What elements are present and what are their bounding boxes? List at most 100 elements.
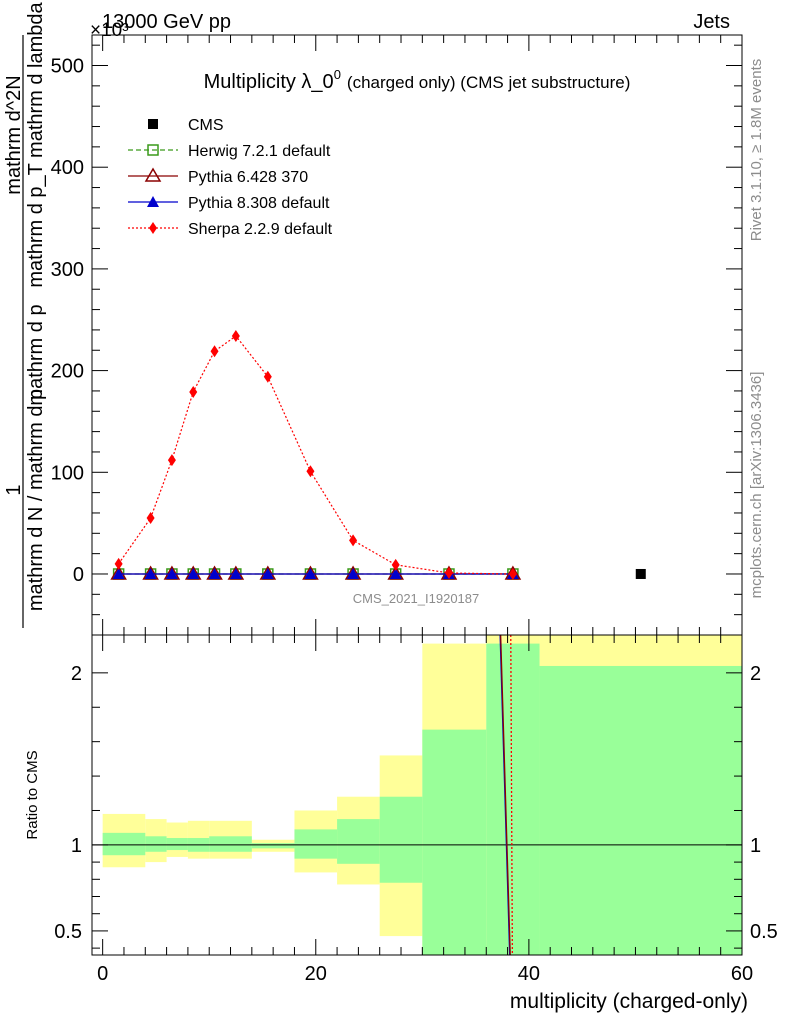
uncertainty-band-1sigma (337, 819, 380, 864)
legend-item-herwig-7-2-1-default: Herwig 7.2.1 default (128, 143, 331, 160)
data-point (444, 566, 453, 579)
legend-label: Herwig 7.2.1 default (188, 143, 331, 160)
ratio-y-tick-label-right: 1 (750, 835, 761, 857)
data-point (347, 567, 360, 579)
data-point (144, 567, 157, 579)
data-point (146, 512, 155, 525)
uncertainty-band-1sigma (209, 836, 252, 852)
ratio-y-tick-label-right: 2 (750, 663, 761, 685)
legend-label: CMS (188, 117, 224, 134)
main-y-axis: 0 100 200 300 400 500 (51, 44, 742, 636)
uncertainty-band-1sigma (379, 796, 423, 883)
x-tick-label: 20 (305, 963, 327, 985)
data-point (306, 465, 315, 478)
data-point (389, 567, 402, 579)
y-label-line-1: mathrm d p (25, 304, 47, 405)
legend-marker (149, 222, 157, 234)
main-y-tick-label: 500 (51, 56, 84, 78)
data-point (208, 567, 221, 579)
legend: CMS Herwig 7.2.1 default Pythia 6.428 370 P… (128, 117, 333, 238)
x-axis-label: multiplicity (charged-only) (510, 990, 748, 1013)
ratio-y-tick-label-right: 0.5 (750, 921, 778, 943)
y-label-numerator: 1 (3, 484, 25, 495)
data-point (210, 345, 219, 358)
series-line (118, 335, 513, 575)
uncertainty-band-1sigma (145, 836, 167, 852)
chart-title-main: Multiplicity λ_0 (204, 71, 334, 93)
uncertainty-band-1sigma (486, 643, 540, 955)
data-point (165, 567, 178, 579)
y-label-denominator: mathrm d N / mathrm d p (25, 389, 47, 611)
ratio-y-tick-label: 0.5 (54, 921, 82, 943)
analysis-watermark: CMS_2021_I1920187 (353, 591, 480, 606)
energy-label: 13000 GeV pp (102, 11, 231, 33)
uncertainty-band-1sigma (251, 843, 295, 849)
main-plot-area (110, 330, 646, 580)
main-y-axis-label: 1 mathrm d N / mathrm d p mathrm d p mat… (3, 1, 47, 628)
series-pythia-8-308-default (112, 567, 519, 579)
legend-marker (148, 119, 158, 129)
data-point (189, 385, 198, 398)
ratio-y-tick-label: 1 (71, 835, 82, 857)
legend-label: Pythia 8.308 default (188, 195, 330, 212)
data-point (349, 534, 358, 547)
legend-marker (147, 144, 159, 156)
data-point (508, 567, 517, 580)
ratio-plot-area (92, 634, 742, 956)
legend-marker (144, 167, 162, 182)
main-y-tick-label: 0 (73, 564, 84, 586)
main-y-tick-label: 300 (51, 259, 84, 281)
ratio-y-tick-label: 2 (71, 663, 82, 685)
data-point (114, 557, 123, 570)
data-point (229, 567, 242, 579)
x-tick-label: 40 (518, 963, 540, 985)
ratio-x-axis: 0 20 40 60 (97, 635, 753, 985)
legend-item-cms: CMS (148, 117, 224, 134)
y-multiplier: ×10³ (90, 20, 129, 41)
main-y-tick-label: 400 (51, 157, 84, 179)
data-point (187, 567, 200, 579)
chart-title-suffix: (charged only) (CMS jet substructure) (347, 73, 630, 92)
data-point (231, 330, 240, 343)
ratio-line-sherpa-2-2-9-default (510, 634, 514, 956)
uncertainty-band-1sigma (294, 829, 338, 859)
data-point (263, 370, 272, 383)
main-y-tick-label: 200 (51, 361, 84, 383)
ratio-line-pythia-6-428-370 (499, 634, 511, 956)
ratio-y-axis-label: Ratio to CMS (24, 750, 41, 839)
main-x-axis-ticks (102, 35, 743, 635)
main-y-tick-label: 100 (51, 462, 84, 484)
chart-title-superscript: 0 (334, 67, 341, 82)
uncertainty-band-1sigma (102, 832, 146, 856)
series-sherpa-2-2-9-default (114, 330, 517, 580)
ratio-panel: 0.5 0.5 1 1 2 2 0 20 40 60 Ratio to CMS multipli… (24, 634, 778, 1013)
legend-item-pythia-6-428-370: Pythia 6.428 370 (128, 167, 308, 186)
uncertainty-band-1sigma (539, 665, 742, 955)
series-cms (635, 568, 646, 579)
mcplots-credit-label: mcplots.cern.ch [arXiv:1306.3436] (748, 372, 765, 599)
legend-item-pythia-8-308-default: Pythia 8.308 default (128, 195, 330, 212)
data-point (167, 454, 176, 467)
uncertainty-band-1sigma (166, 838, 188, 851)
legend-label: Pythia 6.428 370 (188, 169, 308, 186)
data-point (304, 567, 317, 579)
legend-label: Sherpa 2.2.9 default (188, 221, 333, 238)
data-point (261, 567, 274, 579)
chart-title: Multiplicity λ_00 (charged only) (CMS jet… (204, 67, 631, 93)
data-point (112, 567, 125, 579)
data-point (635, 568, 646, 579)
ratio-y-axis: 0.5 0.5 1 1 2 2 (54, 663, 778, 949)
rivet-version-label: Rivet 3.1.10, ≥ 1.8M events (748, 59, 765, 242)
legend-item-sherpa-2-2-9-default: Sherpa 2.2.9 default (128, 221, 333, 238)
data-point (391, 558, 400, 571)
y-label-line-2: mathrm d p_T mathrm d lambda (25, 1, 47, 287)
x-tick-label: 0 (97, 963, 108, 985)
uncertainty-band-1sigma (422, 729, 487, 955)
process-label: Jets (693, 11, 730, 33)
ratio-panel-frame (91, 634, 743, 956)
legend-marker (147, 196, 159, 207)
y-label-line-3: mathrm d^2N (3, 75, 25, 194)
x-tick-label: 60 (731, 963, 753, 985)
